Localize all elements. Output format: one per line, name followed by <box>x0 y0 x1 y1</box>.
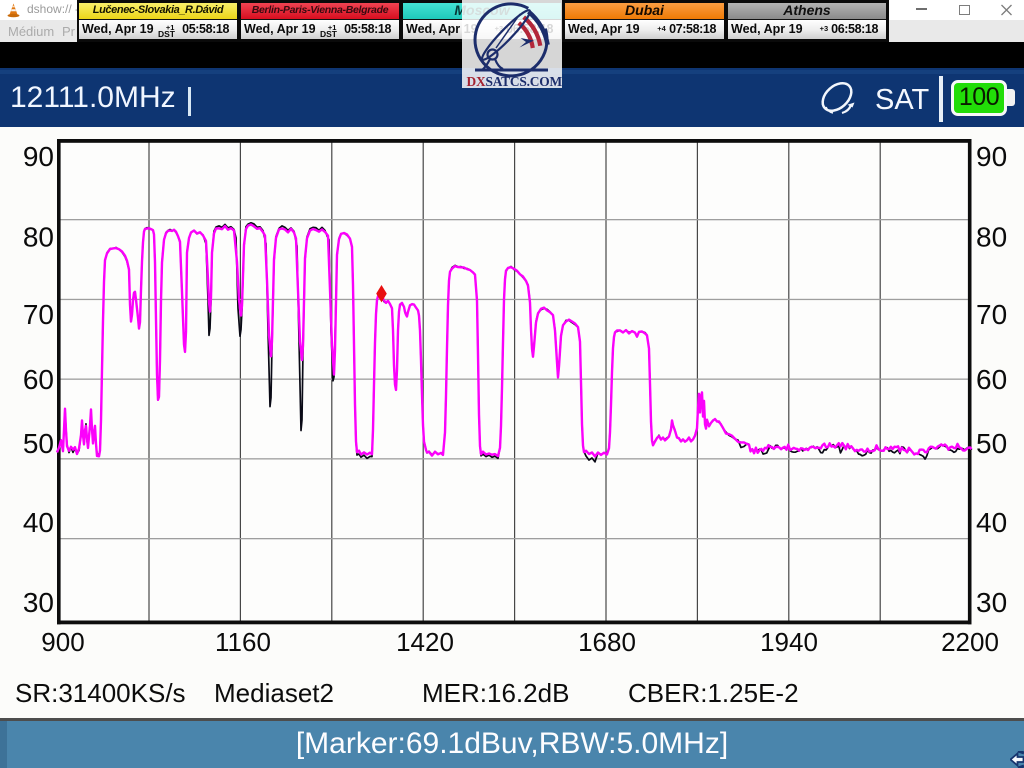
svg-text:50: 50 <box>23 428 54 459</box>
svg-text:80: 80 <box>976 222 1007 253</box>
svg-text:1420: 1420 <box>396 627 454 657</box>
svg-text:60: 60 <box>976 364 1007 395</box>
svg-text:40: 40 <box>23 507 54 538</box>
svg-text:30: 30 <box>976 587 1007 618</box>
svg-text:70: 70 <box>23 299 54 330</box>
svg-text:2200: 2200 <box>941 627 999 657</box>
svg-text:30: 30 <box>23 587 54 618</box>
svg-text:1680: 1680 <box>578 627 636 657</box>
svg-text:90: 90 <box>976 141 1007 172</box>
svg-text:90: 90 <box>23 141 54 172</box>
svg-text:40: 40 <box>976 507 1007 538</box>
svg-text:60: 60 <box>23 364 54 395</box>
svg-text:900: 900 <box>41 627 84 657</box>
svg-text:DXSATCS.COM: DXSATCS.COM <box>467 74 563 88</box>
svg-text:50: 50 <box>976 428 1007 459</box>
svg-text:1940: 1940 <box>760 627 818 657</box>
svg-text:80: 80 <box>23 222 54 253</box>
svg-text:1160: 1160 <box>215 627 271 657</box>
svg-text:70: 70 <box>976 299 1007 330</box>
